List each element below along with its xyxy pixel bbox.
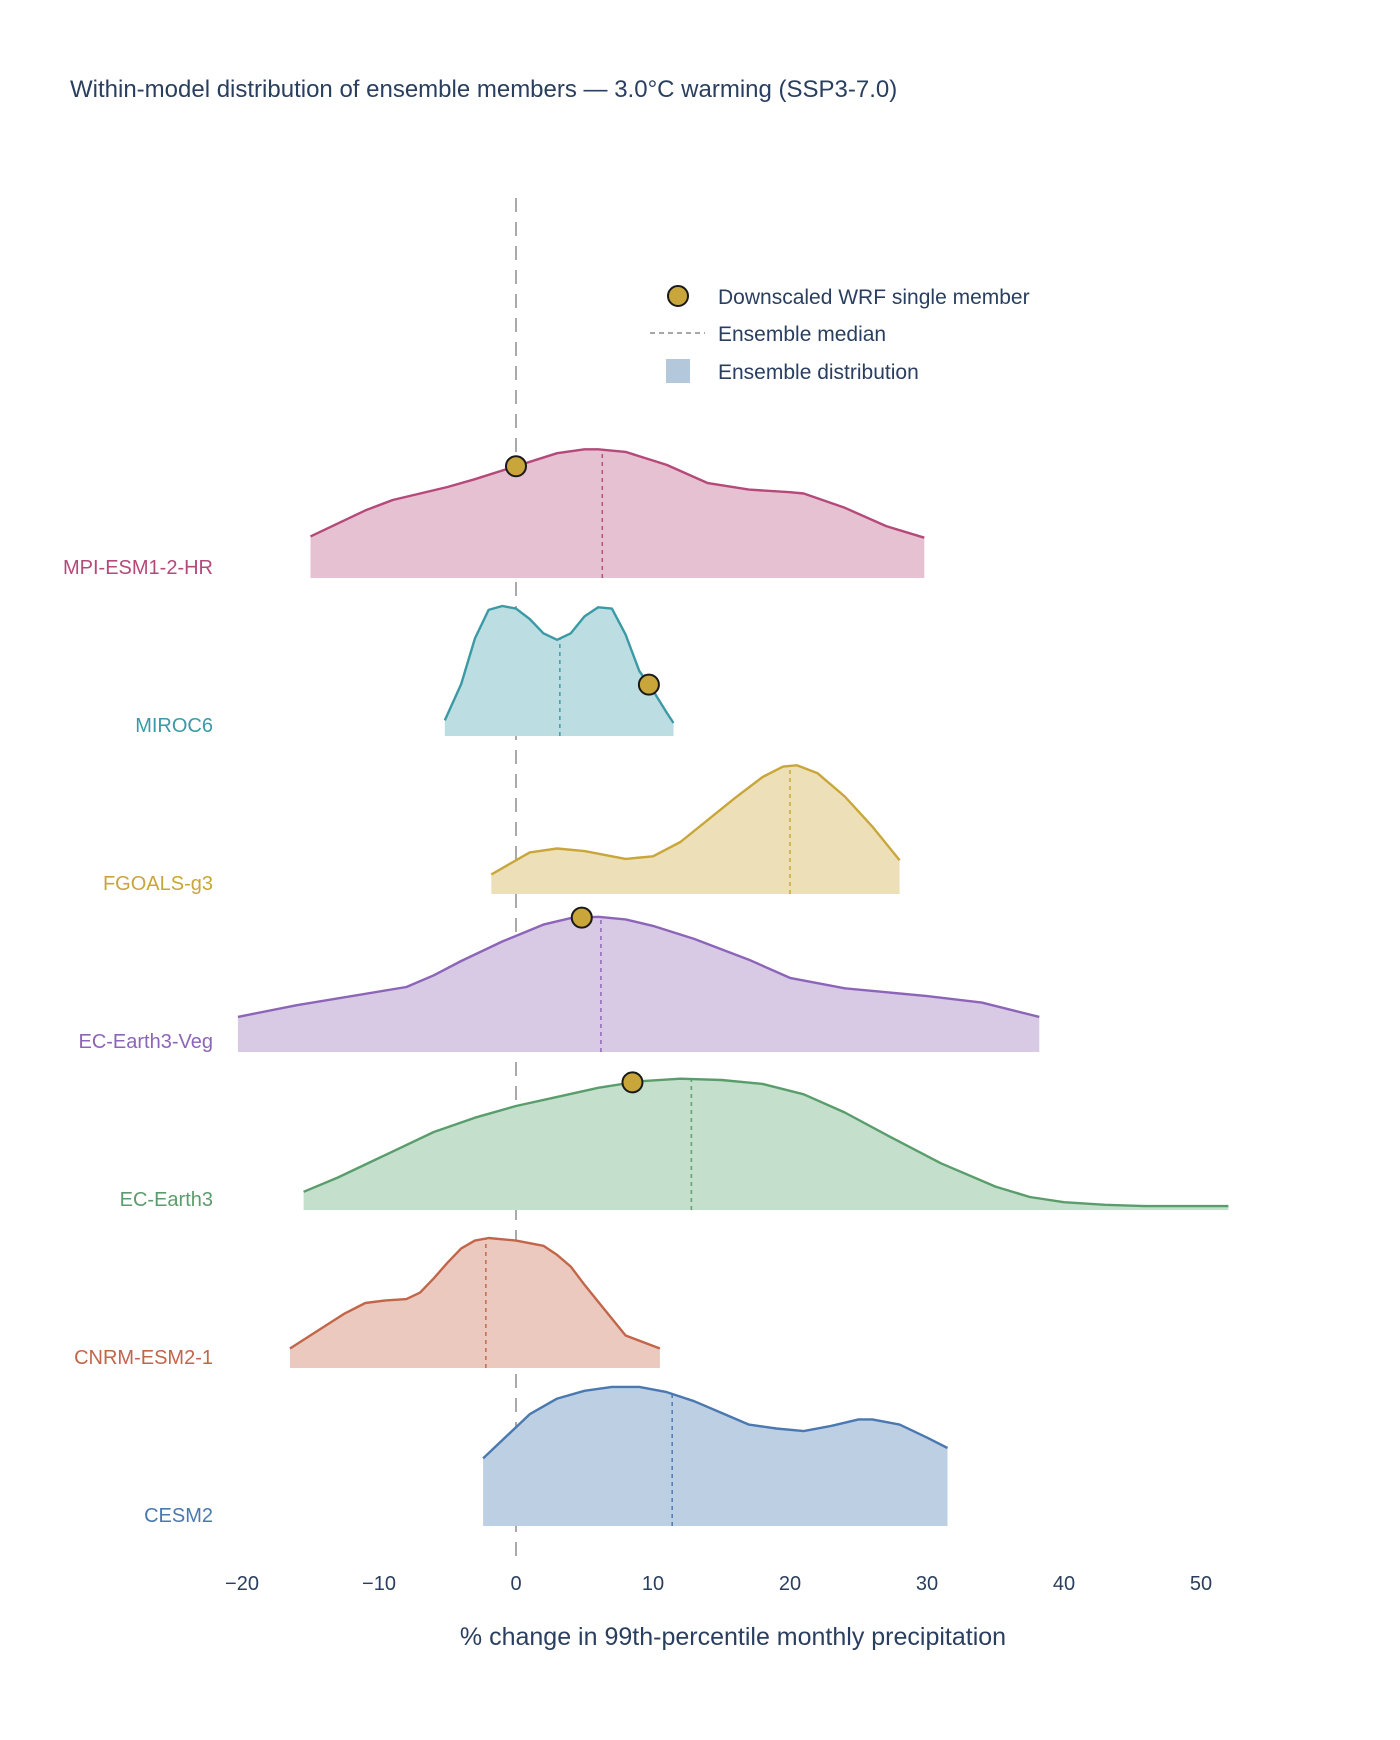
x-tick-label: −10 — [362, 1573, 396, 1595]
legend-label-distribution: Ensemble distribution — [718, 361, 919, 384]
row-labels: MPI-ESM1-2-HR MIROC6 FGOALS-g3 EC-Earth3-Ve… — [63, 557, 213, 1527]
ridge-area — [491, 765, 900, 894]
ridge-fgoals-g3 — [490, 764, 901, 894]
row-label-mpi-esm1-2-hr: MPI-ESM1-2-HR — [63, 557, 213, 579]
wrf-marker — [637, 673, 660, 696]
row-label-ec-earth3: EC-Earth3 — [120, 1189, 213, 1211]
ridge-cesm2 — [482, 1385, 949, 1526]
row-label-cesm2: CESM2 — [144, 1505, 213, 1527]
x-tick-label: 30 — [916, 1573, 938, 1595]
ridge-outline — [237, 915, 1040, 1019]
ridge-ec-earth3 — [303, 1071, 1229, 1210]
x-axis-label: % change in 99th-percentile monthly prec… — [460, 1623, 1006, 1651]
legend-area-swatch-icon — [666, 359, 690, 383]
ridge-outline — [443, 604, 675, 724]
wrf-marker — [570, 906, 593, 929]
ridge-outline — [303, 1077, 1229, 1208]
legend-marker-icon — [667, 285, 689, 307]
ridge-outline — [289, 1236, 661, 1350]
row-label-ec-earth3-veg: EC-Earth3-Veg — [78, 1031, 213, 1053]
ridge-outline — [482, 1385, 949, 1460]
x-tick-label: 40 — [1053, 1573, 1075, 1595]
ridge-area — [237, 916, 1040, 1052]
ridge-area — [303, 1078, 1229, 1210]
x-tick-label: 20 — [779, 1573, 801, 1595]
ridge-outline — [490, 764, 901, 876]
x-axis-ticks: −20 −10 0 10 20 30 40 50 — [225, 1573, 1212, 1595]
ridge-cnrm-esm2-1 — [289, 1236, 661, 1368]
ridge-mpi-esm1-2-hr — [309, 448, 925, 578]
ridge-outline — [309, 448, 925, 539]
ridge-area — [310, 449, 925, 578]
wrf-marker — [621, 1071, 644, 1094]
ridge-area — [483, 1386, 948, 1526]
ridges-group — [237, 448, 1229, 1526]
wrf-marker — [505, 455, 527, 478]
legend-label-median: Ensemble median — [718, 323, 886, 346]
x-tick-label: 0 — [510, 1573, 521, 1595]
legend: Downscaled WRF single member Ensemble me… — [650, 285, 1030, 384]
row-label-fgoals-g3: FGOALS-g3 — [103, 873, 213, 895]
ridge-ec-earth3-veg — [237, 906, 1040, 1052]
chart-title: Within-model distribution of ensemble me… — [70, 76, 897, 103]
x-tick-label: −20 — [225, 1573, 259, 1595]
legend-label-wrf: Downscaled WRF single member — [718, 286, 1030, 309]
ridge-miroc6 — [443, 604, 675, 736]
ridge-area — [290, 1238, 660, 1368]
x-tick-label: 50 — [1190, 1573, 1212, 1595]
x-tick-label: 10 — [642, 1573, 664, 1595]
row-label-cnrm-esm2-1: CNRM-ESM2-1 — [74, 1347, 213, 1369]
row-label-miroc6: MIROC6 — [135, 715, 213, 737]
